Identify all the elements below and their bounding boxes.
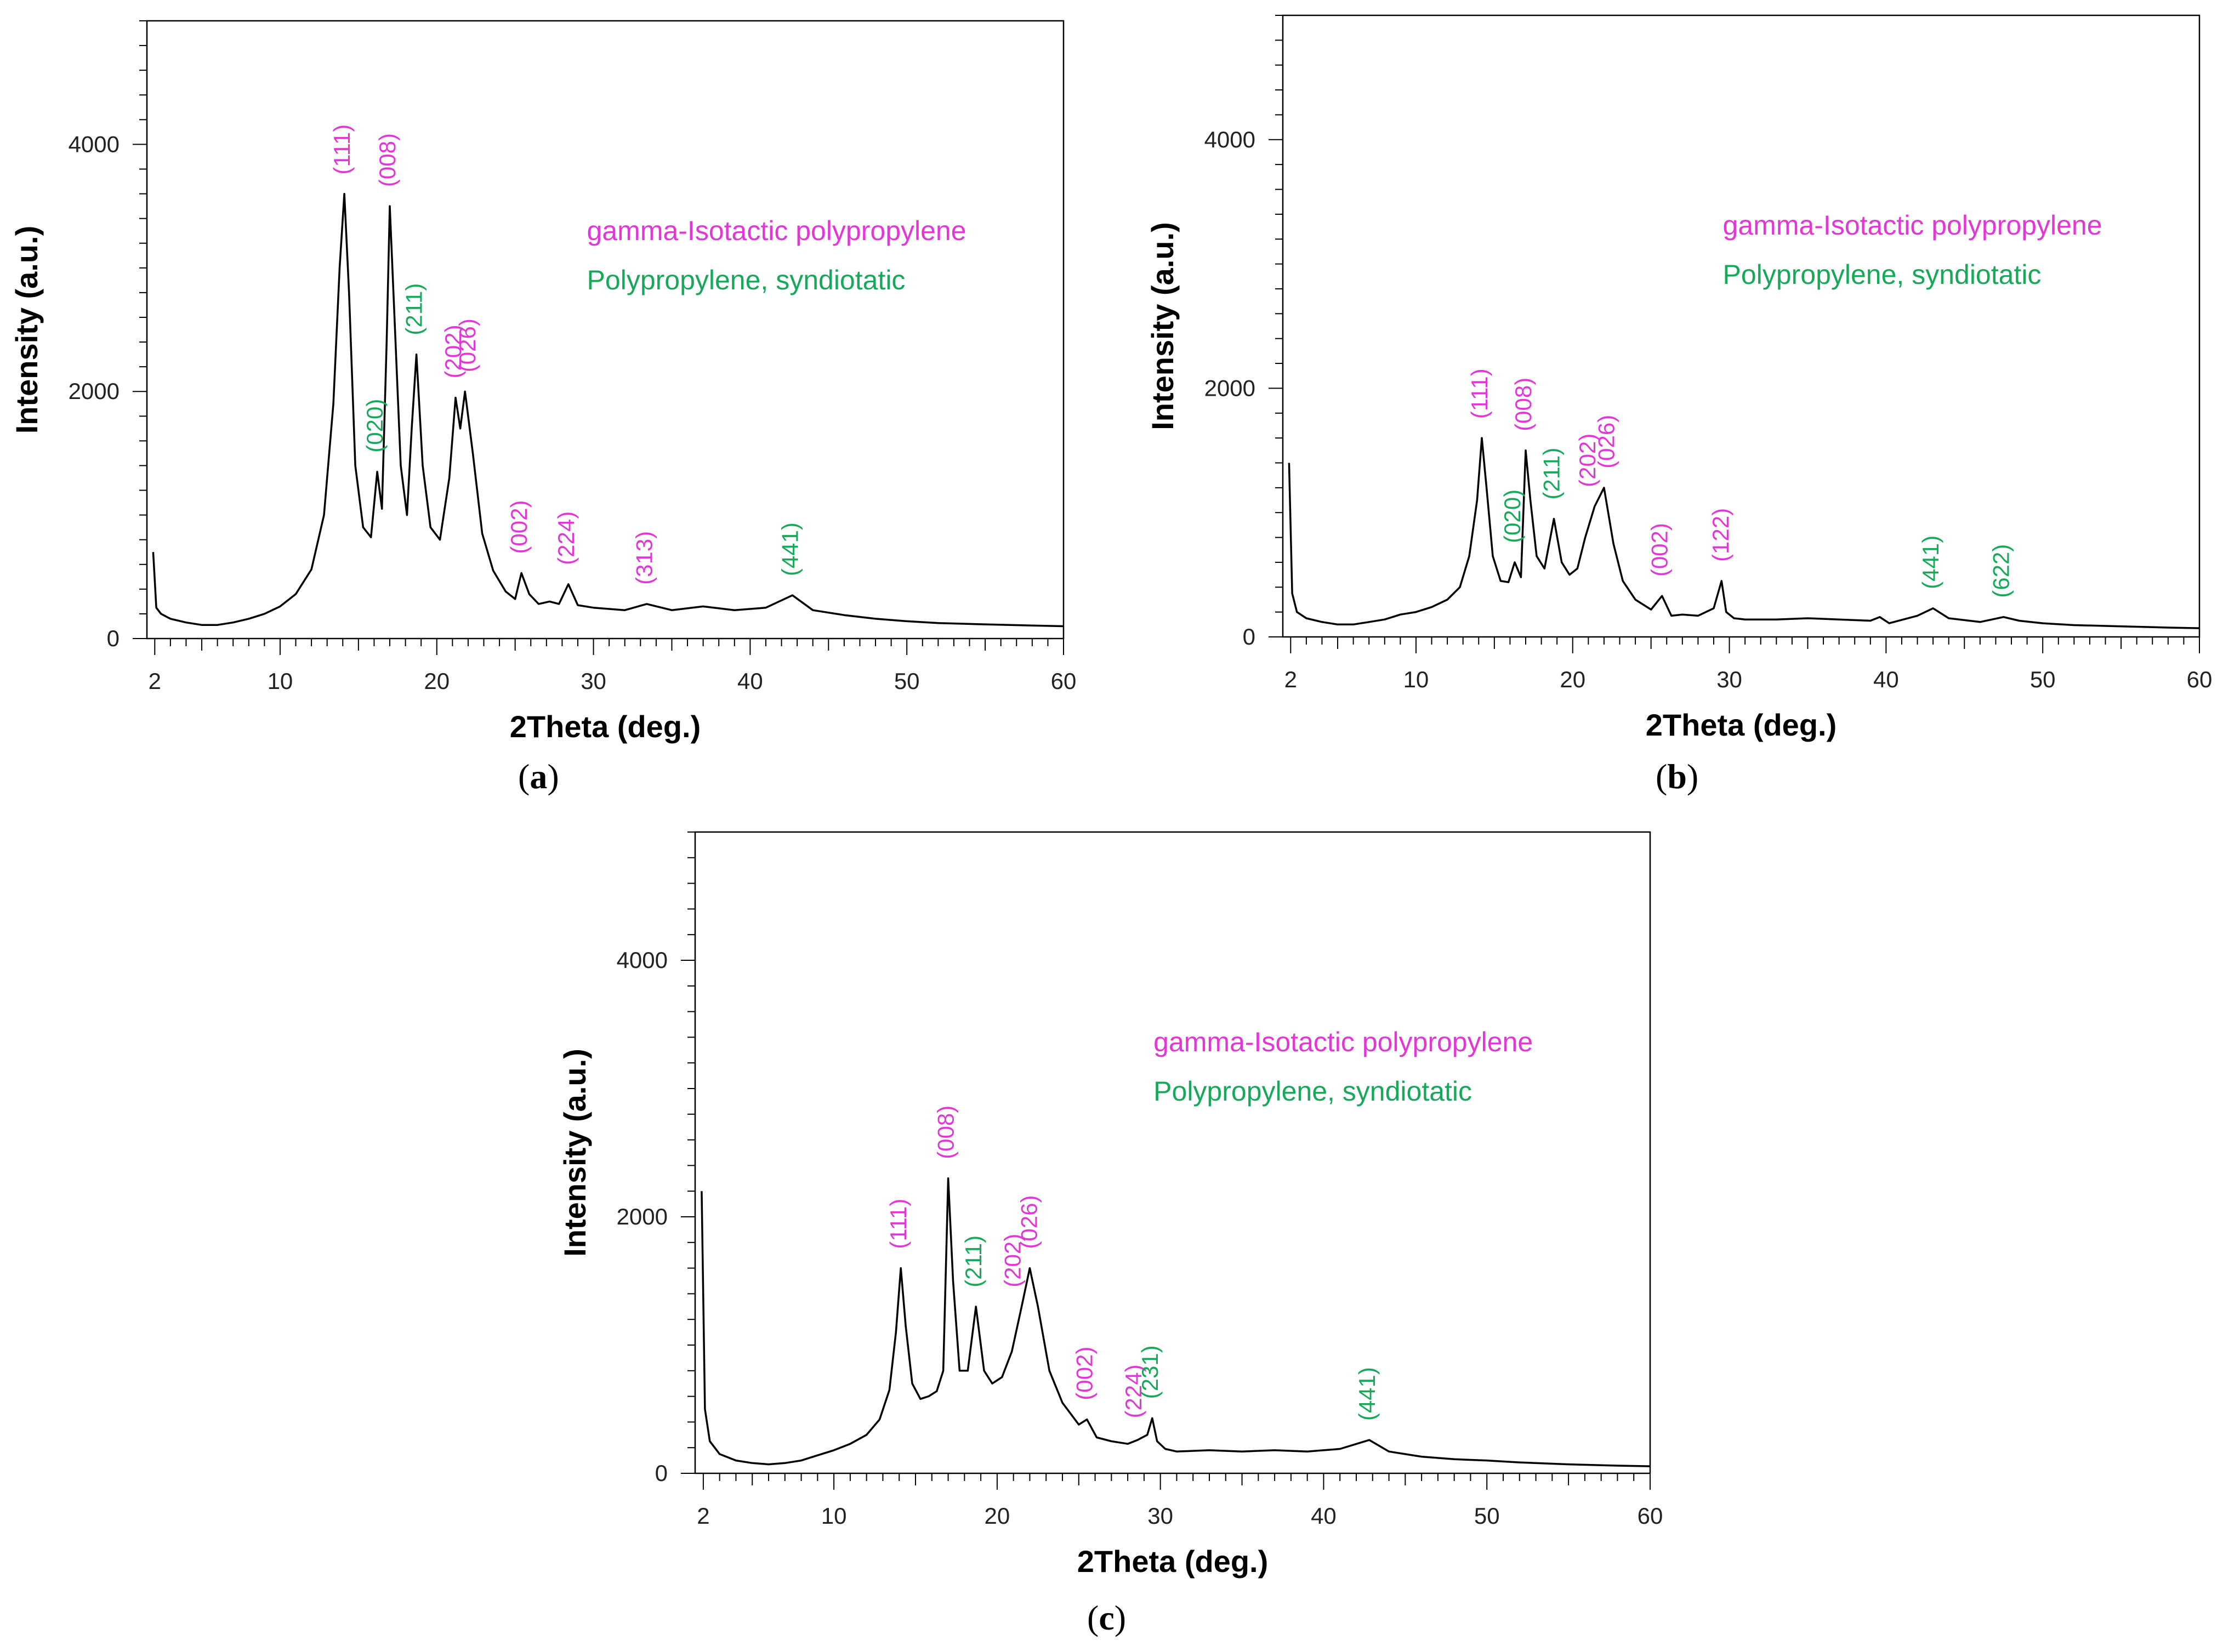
peak-label: (211) [401, 283, 427, 335]
plot-frame [1282, 14, 2201, 638]
x-tick-label: 30 [581, 668, 606, 694]
peak-label: (202) [1000, 1234, 1026, 1288]
peak-label: (224) [1121, 1364, 1146, 1418]
x-tick-label: 20 [424, 668, 450, 694]
y-tick-label: 0 [1243, 624, 1255, 650]
y-tick-label: 4000 [69, 131, 120, 157]
x-tick-label: 30 [1147, 1503, 1173, 1529]
y-tick-label: 0 [655, 1460, 668, 1486]
peak-label: (231) [1137, 1345, 1163, 1399]
peak-label: (202) [1574, 434, 1600, 487]
x-axis-title: 2Theta (deg.) [1646, 708, 1837, 742]
peak-label: (313) [632, 531, 657, 585]
x-tick-label: 10 [821, 1503, 847, 1529]
x-tick-label: 2 [1284, 667, 1297, 692]
peak-label: (008) [933, 1106, 959, 1159]
x-tick-label: 20 [1560, 667, 1585, 692]
peak-label: (002) [1647, 523, 1673, 577]
peak-label: (224) [553, 511, 579, 565]
xrd-trace-line [701, 1177, 1651, 1467]
x-tick-label: 40 [1873, 667, 1899, 692]
x-tick-label: 10 [1403, 667, 1429, 692]
x-tick-label: 30 [1716, 667, 1742, 692]
peak-label: (020) [1499, 489, 1525, 543]
xrd-trace-line [152, 192, 1064, 628]
xrd-trace-line [1288, 437, 2200, 629]
peak-label: (622) [1988, 544, 2014, 598]
chart-panel-a: 2 10 20 30 40 50 60 0 2000 4000 2Theta (deg.) Inten… [9, 20, 1077, 744]
x-axis-title: 2Theta (deg.) [510, 709, 701, 744]
peak-label: (211) [960, 1235, 986, 1288]
peak-label: (002) [1072, 1347, 1098, 1400]
chart-panel-b: 2 10 20 30 40 50 60 0 2000 4000 2Theta (deg.) Inten… [1145, 14, 2213, 742]
peak-label: (026) [454, 318, 480, 372]
x-tick-label: 50 [1474, 1503, 1500, 1529]
x-tick-label: 40 [1311, 1503, 1337, 1529]
x-tick-label: 60 [1051, 668, 1077, 694]
panel-caption-b: (b) [1656, 757, 1699, 796]
peak-label: (026) [1593, 415, 1619, 469]
peak-label: (002) [506, 500, 532, 554]
x-tick-label: 10 [268, 668, 293, 694]
y-tick-label: 0 [107, 625, 120, 651]
peak-label: (111) [329, 124, 355, 175]
x-axis-title: 2Theta (deg.) [1077, 1544, 1268, 1579]
y-tick-label: 2000 [69, 378, 120, 404]
peak-label: (202) [440, 324, 466, 378]
x-tick-label: 2 [697, 1503, 709, 1529]
panel-caption-a: (a) [518, 757, 559, 796]
chart-panel-c: 2 10 20 30 40 50 60 0 2000 4000 2Theta (deg.) Inten… [558, 831, 1663, 1579]
peak-label: (111) [1466, 368, 1492, 419]
peak-label: (111) [885, 1199, 911, 1249]
y-axis-title: Intensity (a.u.) [558, 1049, 592, 1257]
peak-label: (211) [1538, 448, 1564, 500]
y-tick-label: 4000 [617, 947, 668, 973]
peak-label: (008) [1510, 378, 1536, 431]
peak-label: (020) [362, 399, 388, 453]
peak-label: (008) [374, 133, 400, 187]
x-tick-label: 2 [149, 668, 161, 694]
legend-entry: Polypropylene, syndiotatic [1153, 1076, 1472, 1107]
peak-label: (441) [777, 522, 803, 576]
peak-label: (026) [1016, 1195, 1042, 1249]
legend-entry: gamma-Isotactic polypropylene [1153, 1027, 1533, 1057]
plot-frame [694, 831, 1651, 1474]
legend-entry: gamma-Isotactic polypropylene [587, 215, 966, 246]
legend-entry: Polypropylene, syndiotatic [1723, 259, 2042, 290]
panel-caption-c: (c) [1087, 1598, 1127, 1637]
y-axis-title: Intensity (a.u.) [1145, 222, 1180, 430]
x-tick-label: 40 [737, 668, 763, 694]
y-tick-label: 2000 [617, 1204, 668, 1229]
x-tick-label: 20 [985, 1503, 1010, 1529]
peak-label: (441) [1354, 1367, 1380, 1421]
peak-label: (122) [1708, 508, 1733, 562]
x-tick-label: 60 [1638, 1503, 1663, 1529]
y-tick-label: 4000 [1204, 127, 1255, 152]
x-tick-label: 60 [2187, 667, 2213, 692]
x-tick-label: 50 [2030, 667, 2056, 692]
y-tick-label: 2000 [1204, 375, 1255, 401]
legend-entry: Polypropylene, syndiotatic [587, 265, 906, 295]
plot-frame [146, 20, 1065, 640]
legend-entry: gamma-Isotactic polypropylene [1723, 210, 2102, 241]
peak-label: (441) [1918, 536, 1943, 589]
y-axis-title: Intensity (a.u.) [9, 226, 44, 434]
x-tick-label: 50 [894, 668, 920, 694]
